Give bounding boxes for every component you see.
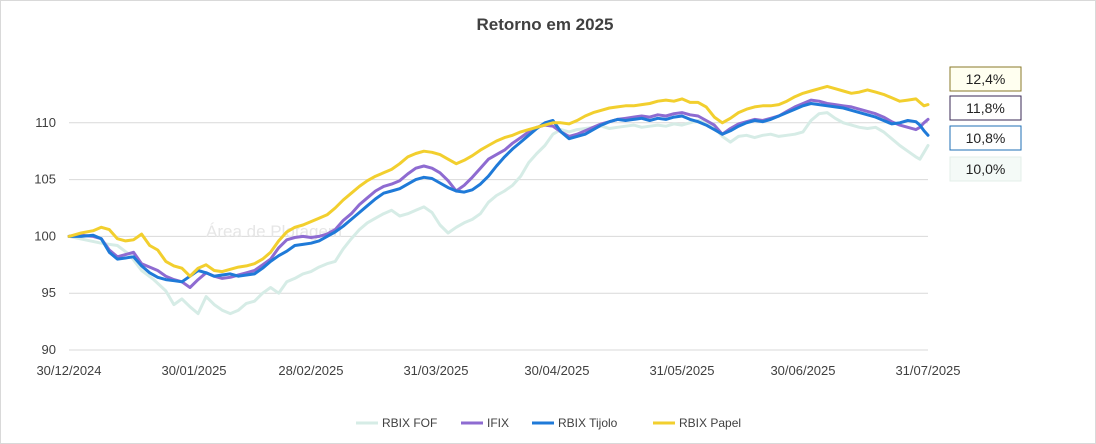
x-tick-label: 30/04/2025 <box>524 363 589 378</box>
annotation-box <box>949 66 1022 92</box>
legend-label: RBIX Papel <box>679 416 741 430</box>
y-tick-label: 95 <box>42 285 56 300</box>
series-lines <box>67 84 930 316</box>
x-tick-label: 30/12/2024 <box>36 363 101 378</box>
annotation-box <box>949 125 1022 151</box>
legend: RBIX FOF IFIX RBIX Tijolo RBIX Papel <box>356 416 741 430</box>
legend-label: RBIX Tijolo <box>558 416 618 430</box>
x-tick-label: 28/02/2025 <box>278 363 343 378</box>
series-line-rbix-tijolo <box>67 102 930 284</box>
chart-title: Retorno em 2025 <box>477 15 614 34</box>
annotation-value: 12,4% <box>966 71 1006 87</box>
y-axis-ticks: 90 95 100 105 110 <box>34 115 56 357</box>
annotation-value: 10,8% <box>966 130 1006 146</box>
x-tick-label: 30/01/2025 <box>161 363 226 378</box>
return-annotations: 12,4% 11,8% 10,8% 10,0% <box>949 66 1022 182</box>
y-tick-label: 100 <box>34 228 56 243</box>
x-tick-label: 30/06/2025 <box>770 363 835 378</box>
series-line-ifix <box>67 98 930 289</box>
y-tick-label: 110 <box>35 115 56 130</box>
legend-label: RBIX FOF <box>382 416 437 430</box>
y-tick-label: 105 <box>34 172 56 187</box>
annotation-box <box>949 156 1022 182</box>
x-tick-label: 31/03/2025 <box>403 363 468 378</box>
annotation-box <box>949 95 1022 121</box>
gridlines <box>69 122 928 351</box>
y-tick-label: 90 <box>42 342 56 357</box>
series-line-rbix-fof <box>67 111 930 316</box>
x-tick-label: 31/05/2025 <box>649 363 714 378</box>
x-tick-label: 31/07/2025 <box>895 363 960 378</box>
annotation-value: 11,8% <box>966 100 1005 116</box>
annotation-value: 10,0% <box>966 161 1006 177</box>
x-axis-ticks: 30/12/2024 30/01/2025 28/02/2025 31/03/2025… <box>36 363 960 378</box>
series-line-rbix-papel <box>67 84 930 278</box>
legend-label: IFIX <box>487 416 509 430</box>
